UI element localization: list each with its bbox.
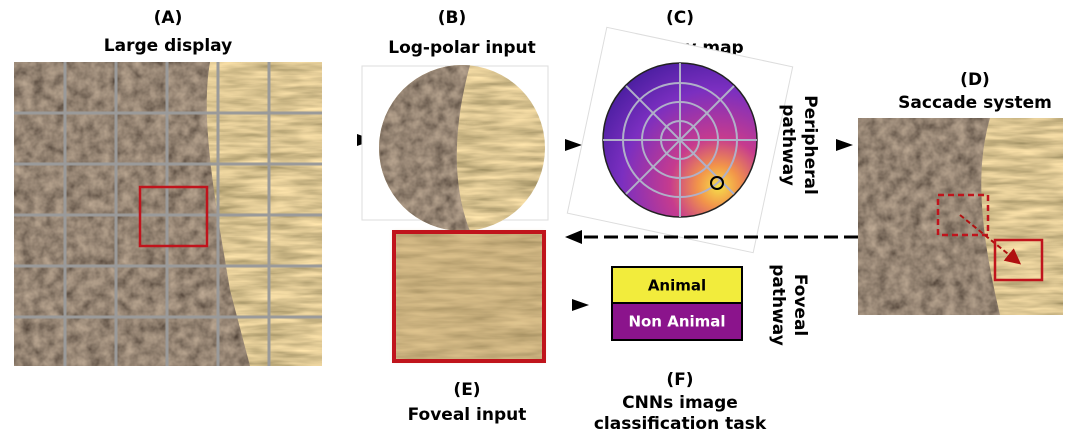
panel-e: (E) Foveal input [392, 230, 546, 425]
panel-title: CNNs image [622, 393, 738, 413]
panel-b: (B) Log-polar input [361, 8, 549, 231]
panel-label: (D) [960, 70, 990, 90]
foveal-pathway: Foveal pathway [768, 264, 810, 346]
frame [392, 230, 546, 363]
pathway-label: pathway [768, 264, 788, 346]
saccade [959, 214, 1022, 265]
arrow [572, 299, 589, 311]
target-box [993, 238, 1044, 282]
panel-title: Foveal input [408, 405, 527, 425]
peripheral-pathway: Peripheral pathway [778, 95, 820, 195]
panel-title: classification task [594, 414, 767, 432]
class-box [611, 302, 743, 341]
panel-label: (C) [666, 8, 694, 28]
arrow [836, 139, 853, 151]
pathway-label: Foveal [790, 274, 810, 337]
class-box [611, 266, 743, 304]
fixation-box [936, 193, 990, 237]
panel-a: (A) Large display [14, 8, 322, 366]
grid [14, 62, 322, 366]
panel-label: (A) [154, 8, 183, 28]
panel-f: Animal Non Animal (F) CNNs image classif… [594, 266, 767, 432]
panel-title: Saccade system [898, 93, 1052, 113]
arrow [565, 230, 582, 244]
panel-title: Large display [104, 36, 232, 56]
panel-d: (D) Saccade system [858, 70, 1063, 315]
class-label: Animal [648, 277, 706, 295]
fovea-box [138, 185, 209, 248]
panel-label: (B) [438, 8, 467, 28]
arrow [565, 139, 582, 151]
panel-label: (F) [666, 370, 693, 390]
panel-label: (E) [453, 380, 480, 400]
class-label: Non Animal [628, 313, 725, 331]
fixation [710, 176, 724, 190]
pathway-label: pathway [778, 104, 798, 186]
pathway-label: Peripheral [800, 95, 820, 195]
panel-c: (C) Saliency map [566, 8, 794, 254]
panel-title: Log-polar input [388, 38, 536, 58]
tree [858, 118, 1000, 315]
